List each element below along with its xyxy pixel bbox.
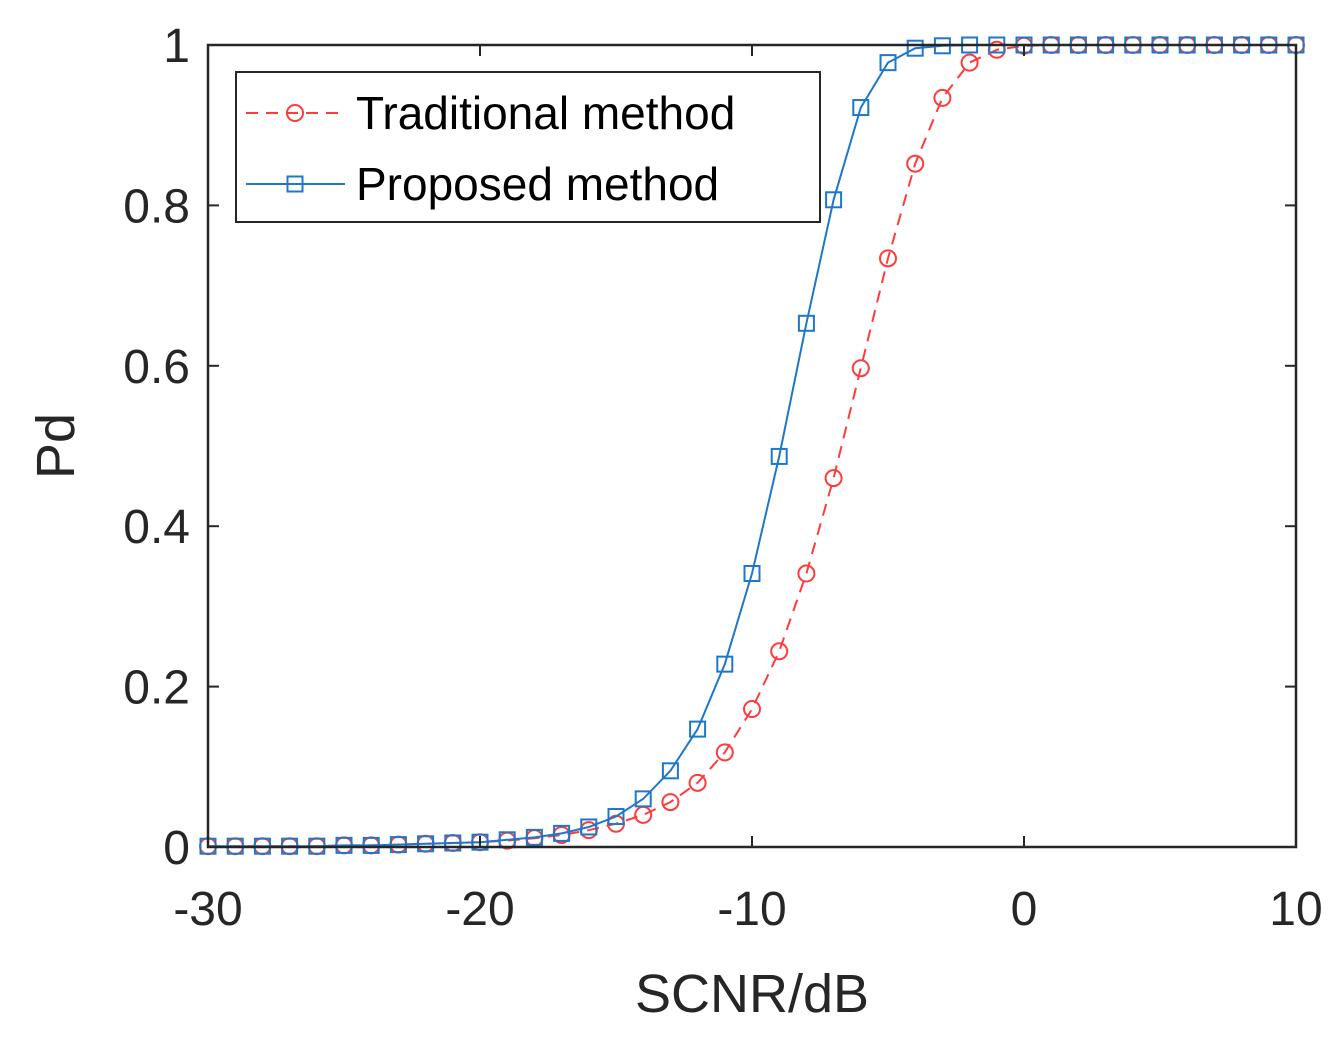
- data-point-square: [417, 835, 435, 853]
- data-point-square: [825, 191, 843, 209]
- data-point-circle: [770, 642, 789, 661]
- data-point-circle: [661, 793, 680, 812]
- data-point-square: [852, 99, 870, 117]
- data-point-square: [444, 834, 462, 852]
- data-point-circle: [743, 700, 761, 719]
- data-point-circle: [960, 53, 979, 72]
- data-point-square: [879, 54, 897, 72]
- legend-label: Traditional method: [356, 87, 735, 139]
- x-tick-label: -20: [445, 883, 514, 936]
- y-tick-label: 0.8: [123, 180, 190, 233]
- y-tick-label: 0.2: [123, 662, 190, 715]
- data-point-square: [389, 836, 407, 854]
- x-tick-label: 10: [1269, 883, 1322, 936]
- x-tick-label: -30: [173, 883, 242, 936]
- data-point-square: [525, 828, 543, 846]
- data-point-square: [580, 818, 598, 836]
- data-point-square: [607, 808, 625, 826]
- data-point-square: [471, 833, 489, 851]
- data-point-square: [770, 447, 788, 465]
- data-point-square: [716, 655, 734, 673]
- data-point-square: [689, 720, 707, 738]
- x-tick-label: 0: [1011, 883, 1038, 936]
- data-point-square: [335, 836, 353, 854]
- legend-marker-square: [286, 175, 304, 193]
- y-tick-label: 0.6: [123, 341, 190, 394]
- data-point-square: [634, 790, 652, 808]
- data-point-circle: [824, 469, 843, 488]
- data-point-circle: [797, 564, 816, 583]
- x-axis-title: SCNR/dB: [635, 964, 869, 1024]
- x-tick-label: -10: [717, 883, 786, 936]
- data-point-square: [362, 836, 380, 854]
- data-point-circle: [715, 743, 734, 762]
- legend-marker-circle: [286, 104, 304, 122]
- data-point-square: [661, 762, 679, 780]
- legend: Traditional method Proposed method: [235, 71, 821, 223]
- legend-box: [235, 71, 821, 223]
- data-point-circle: [906, 154, 925, 173]
- legend-label: Proposed method: [356, 158, 719, 210]
- data-point-circle: [933, 88, 952, 107]
- data-point-circle: [879, 249, 897, 268]
- data-point-square: [797, 314, 815, 332]
- y-tick-label: 0: [163, 822, 190, 875]
- data-point-square: [906, 39, 924, 57]
- data-point-circle: [688, 773, 707, 792]
- data-point-square: [553, 824, 571, 842]
- y-axis-title: Pd: [26, 413, 86, 479]
- y-tick-label: 1: [163, 20, 190, 73]
- data-point-circle: [851, 359, 870, 378]
- y-tick-label: 0.4: [123, 501, 190, 554]
- ticks-layer: -30 -20 -10 0 10 0 0.2 0.4 0.6 0.8 1: [123, 20, 1322, 936]
- data-point-square: [743, 565, 761, 583]
